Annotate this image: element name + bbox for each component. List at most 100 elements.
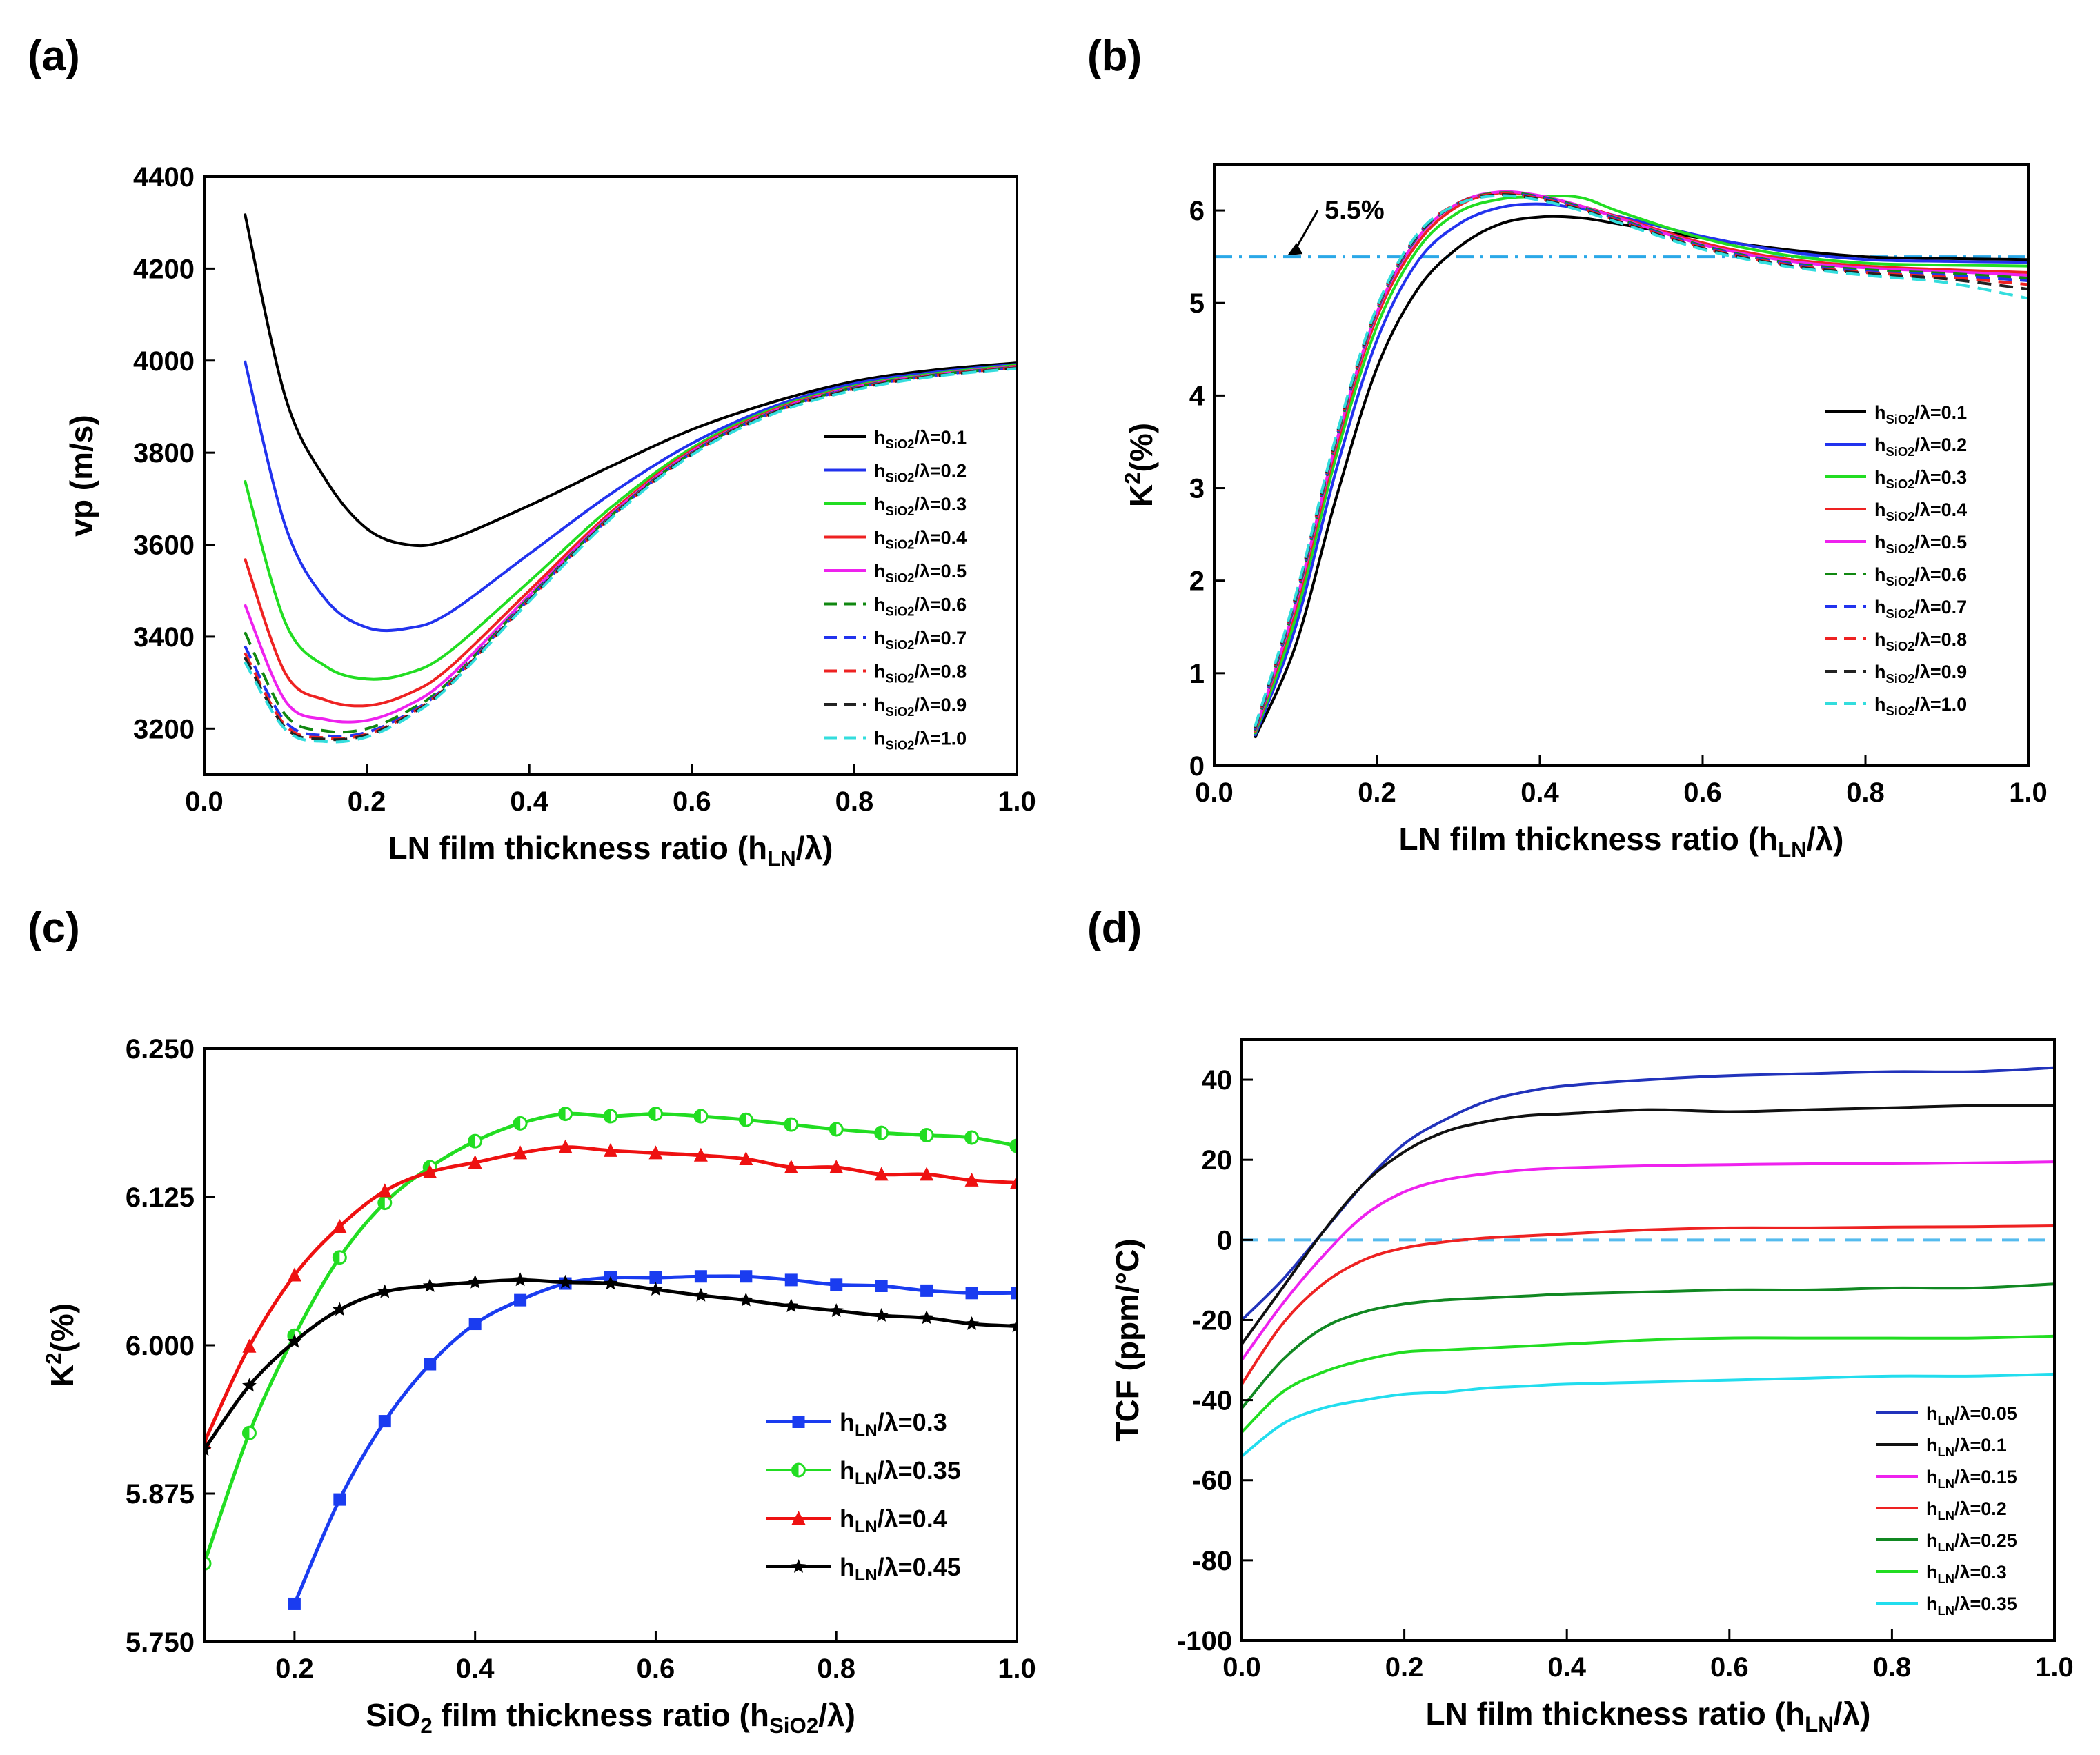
x-tick-label: 0.0 — [185, 786, 224, 817]
x-axis-label: SiO2 film thickness ratio (hSiO2/λ) — [366, 1697, 855, 1738]
series-line-6 — [1242, 1334, 2054, 1434]
data-point — [648, 1282, 663, 1296]
data-point — [920, 1167, 934, 1181]
panel-label: (c) — [28, 904, 80, 952]
x-tick-label: 0.4 — [456, 1654, 495, 1684]
x-tick-label: 0.8 — [817, 1654, 855, 1684]
data-point — [648, 1107, 663, 1122]
legend-entry: hLN/λ=0.2 — [1926, 1498, 2007, 1523]
data-point — [603, 1276, 618, 1290]
series-markers-3 — [204, 1139, 1017, 1449]
series-line-1 — [1254, 215, 2028, 739]
x-tick-label: 0.2 — [1358, 777, 1396, 808]
x-axis-label: LN film thickness ratio (hLN/λ) — [1399, 821, 1844, 862]
y-tick-label: 5 — [1189, 288, 1205, 319]
data-point — [784, 1160, 798, 1173]
y-axis-label: K2(%) — [1120, 423, 1159, 507]
y-axis-label: K2(%) — [41, 1303, 80, 1387]
data-point — [333, 1219, 347, 1233]
y-tick-label: 5.750 — [126, 1627, 195, 1658]
legend-entry: hSiO2/λ=0.4 — [1874, 499, 1967, 524]
data-point — [694, 1270, 707, 1283]
legend-entry: hSiO2/λ=1.0 — [874, 728, 967, 753]
panel-2: (b) 5.5% 0.0 0.2 0.4 0.6 0.8 1.0 0 1 2 3 4 5 6 LN film … — [1087, 32, 2048, 862]
panel-3: (c) 0.2 0.4 0.6 0.8 1.0 5.750 5.875 6.000 6.125 6.… — [28, 904, 1036, 1738]
series-line-4 — [1242, 1224, 2054, 1385]
data-point — [740, 1270, 753, 1283]
y-tick-label: -20 — [1192, 1305, 1232, 1336]
annotation-arrow — [1293, 210, 1319, 252]
plot-frame — [1213, 163, 2030, 767]
legend-entry: hLN/λ=0.3 — [840, 1408, 947, 1440]
legend: hLN/λ=0.3 hLN/λ=0.35 hLN/λ=0.4 hLN/λ=0.45 — [766, 1408, 961, 1585]
data-point — [468, 1133, 483, 1149]
y-tick-label: -40 — [1192, 1386, 1232, 1416]
x-tick-label: 0.8 — [1846, 777, 1885, 808]
data-point — [964, 1130, 980, 1145]
y-tick-label: -60 — [1192, 1466, 1232, 1496]
y-tick-label: 20 — [1202, 1145, 1233, 1176]
panel-label: (b) — [1087, 32, 1142, 80]
legend-entry: hSiO2/λ=0.6 — [874, 595, 967, 619]
data-point — [377, 1196, 393, 1211]
y-tick-label: 1 — [1189, 659, 1205, 689]
x-tick-label: 0.8 — [835, 786, 874, 817]
x-tick-label: 0.4 — [510, 786, 548, 817]
legend-entry: hSiO2/λ=0.7 — [1874, 597, 1967, 621]
legend-marker — [791, 1559, 806, 1573]
series-line-10 — [244, 367, 1017, 744]
data-point — [468, 1274, 483, 1289]
legend-entry: hSiO2/λ=0.3 — [874, 494, 967, 518]
data-point — [422, 1278, 437, 1292]
legend-entry: hSiO2/λ=0.5 — [1874, 532, 1967, 556]
legend-entry: hSiO2/λ=0.2 — [1874, 435, 1967, 459]
data-point — [738, 1292, 753, 1307]
legend: hLN/λ=0.05 hLN/λ=0.1 hLN/λ=0.15 hLN/λ=0.2 hL… — [1876, 1403, 2017, 1618]
data-point — [693, 1109, 709, 1124]
data-point — [964, 1172, 979, 1187]
x-tick-label: 0.4 — [1520, 777, 1559, 808]
series-line-3 — [1242, 1160, 2054, 1361]
data-point — [242, 1378, 257, 1392]
x-tick-label: 0.2 — [348, 786, 386, 817]
data-point — [1009, 1138, 1017, 1153]
data-point — [332, 1250, 347, 1265]
annotation-label: 5.5% — [1325, 196, 1385, 225]
data-point — [964, 1316, 979, 1330]
data-point — [287, 1267, 301, 1282]
data-point — [603, 1109, 618, 1124]
legend-entry: hSiO2/λ=0.9 — [874, 695, 967, 719]
legend-entry: hLN/λ=0.05 — [1926, 1403, 2017, 1427]
series-line-1 — [243, 212, 1017, 548]
y-tick-label: 6.000 — [126, 1331, 195, 1361]
legend-marker — [792, 1416, 805, 1428]
data-point — [558, 1139, 573, 1153]
legend: hSiO2/λ=0.1 hSiO2/λ=0.2 hSiO2/λ=0.3 hSiO2/λ… — [1825, 402, 1967, 718]
series-line-3 — [1254, 195, 2028, 735]
legend-marker — [791, 1511, 806, 1525]
data-point — [693, 1287, 709, 1302]
series-line-2 — [243, 360, 1017, 633]
x-tick-label: 0.4 — [1547, 1652, 1586, 1683]
x-tick-label: 1.0 — [998, 1654, 1036, 1684]
x-tick-label: 0.0 — [1195, 777, 1234, 808]
panel-label: (a) — [28, 32, 80, 80]
y-tick-label: 5.875 — [126, 1479, 195, 1509]
data-point — [204, 1442, 212, 1456]
x-tick-label: 0.6 — [637, 1654, 675, 1684]
series-line-3 — [204, 1145, 1017, 1444]
legend-entry: hLN/λ=0.3 — [1926, 1562, 2007, 1586]
data-point — [1011, 1287, 1017, 1300]
data-point — [377, 1284, 393, 1298]
y-tick-label: 3800 — [133, 438, 195, 468]
annotation-arrowhead — [1287, 243, 1303, 256]
data-point — [513, 1116, 528, 1131]
data-point — [1010, 1175, 1017, 1189]
data-point — [965, 1287, 978, 1300]
data-point — [241, 1425, 257, 1440]
data-point — [874, 1308, 889, 1322]
data-point — [288, 1597, 301, 1610]
data-point — [377, 1183, 392, 1198]
data-point — [784, 1298, 799, 1313]
legend-entry: hLN/λ=0.25 — [1926, 1530, 2017, 1554]
